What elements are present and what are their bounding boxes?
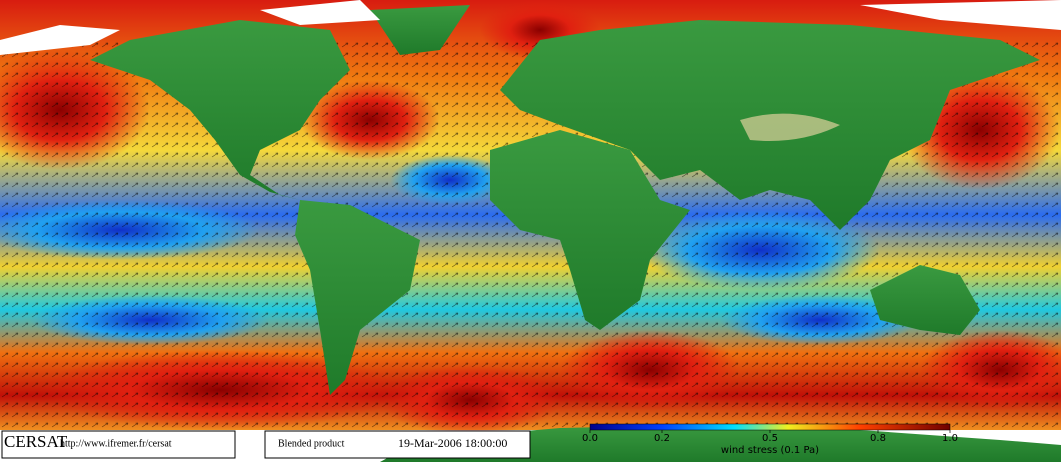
colorbar-tick-label: 1.0 — [942, 433, 958, 444]
url: http://www.ifremer.fr/cersat — [60, 438, 172, 449]
colorbar-tick-label: 0.5 — [762, 433, 778, 444]
date: 19-Mar-2006 18:00:00 — [398, 436, 507, 450]
product-box — [264, 430, 531, 459]
product: Blended product — [278, 438, 345, 449]
logo-box — [1, 430, 236, 459]
ice — [0, 0, 1061, 55]
colorbar — [589, 423, 951, 431]
colorbar-label: wind stress (0.1 Pa) — [721, 445, 819, 456]
colorbar-tick-label: 0.8 — [870, 433, 886, 444]
plateau — [740, 113, 840, 141]
colorbar-tick-label: 0.2 — [654, 433, 670, 444]
logo: CERSAT — [4, 432, 68, 451]
colorbar-tick-label: 0.0 — [582, 433, 598, 444]
